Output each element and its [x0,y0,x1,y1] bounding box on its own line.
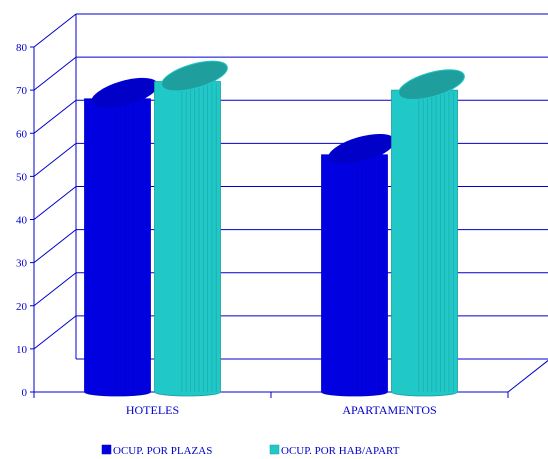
legend: OCUP. POR PLAZAS OCUP. POR HAB/APART [101,444,400,457]
bar [84,77,158,397]
bar [154,60,228,397]
bar-body [84,98,151,397]
bar-body [321,154,388,397]
gridline-depth [33,272,77,307]
legend-label: OCUP. POR PLAZAS [113,445,212,457]
gridline-depth [33,315,77,350]
bar [391,69,465,397]
bar-body [154,81,221,397]
gridline-depth [33,99,77,134]
gridline-depth [33,56,77,91]
bar-top [161,60,228,92]
gridline-depth [33,13,77,48]
legend-label: OCUP. POR HAB/APART [281,445,400,457]
bars [84,60,465,397]
legend-swatch [101,444,112,455]
y-tick-label: 30 [16,258,28,270]
bar-body [391,89,458,397]
x-category-label: HOTELES [126,403,179,417]
y-tick-label: 0 [22,387,28,399]
y-tick-label: 40 [16,215,28,227]
y-tick-label: 70 [16,85,28,97]
y-tick-label: 60 [16,128,28,140]
bar [321,133,395,397]
labels: 0 10 20 30 40 50 60 70 80 HOTELES APARTAMENTOS [16,42,437,417]
floor-right-edge [507,359,548,393]
gridline-depth [33,229,77,264]
legend-swatch [269,444,280,455]
x-category-label: APARTAMENTOS [342,403,436,417]
y-tick-label: 80 [16,42,28,54]
gridline-depth [33,186,77,220]
gridline-depth [33,142,77,177]
bar-top [398,69,465,100]
y-tick-label: 50 [16,171,28,183]
y-tick-label: 20 [16,301,28,313]
y-tick-label: 10 [16,344,28,356]
